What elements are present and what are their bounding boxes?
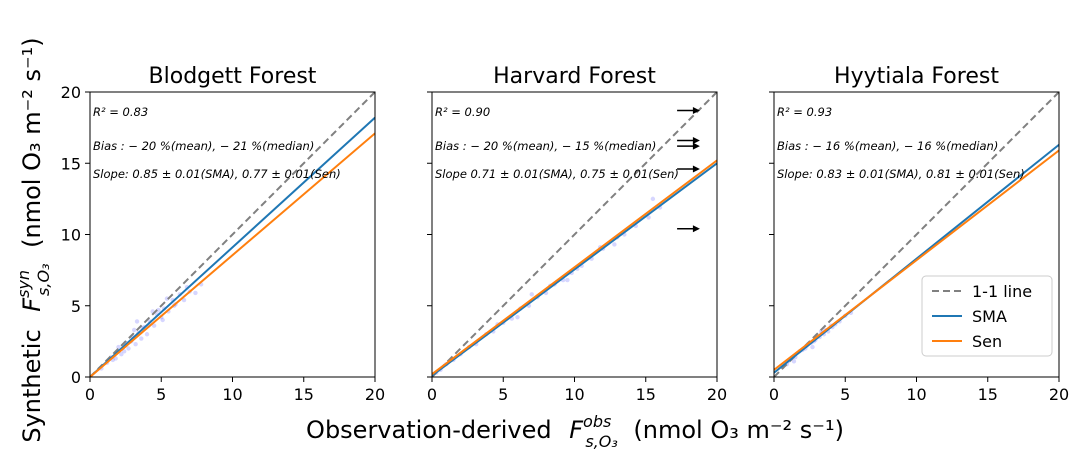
point — [515, 314, 520, 320]
y-tick-label: 15 — [61, 154, 81, 173]
x-label-prefix: Observation-derived — [306, 416, 552, 444]
annotation: Slope: 0.85 ± 0.01(SMA), 0.77 ± 0.01(Sen… — [93, 167, 341, 181]
point — [791, 359, 797, 364]
point — [113, 356, 118, 361]
point — [116, 344, 121, 350]
point — [133, 342, 138, 347]
x-label-sub: s,O₃ — [585, 432, 617, 451]
panel-title: Hyytiala Forest — [834, 64, 999, 89]
annotation: Bias : − 16 %(mean), − 16 %(median) — [777, 139, 998, 153]
point — [529, 292, 534, 297]
legend-label: 1-1 line — [972, 282, 1032, 301]
y-label-sub: s,O₃ — [34, 264, 53, 296]
arrow-head — [692, 107, 700, 115]
x-tick-label: 0 — [769, 385, 779, 404]
x-tick-label: 15 — [636, 385, 656, 404]
point — [810, 344, 815, 350]
x-tick-label: 20 — [365, 385, 385, 404]
x-tick-label: 5 — [156, 385, 166, 404]
x-label-units: (nmol O₃ m⁻² s⁻¹) — [633, 416, 844, 444]
x-tick-label: 20 — [1049, 385, 1069, 404]
legend-box — [921, 275, 1053, 357]
point — [565, 277, 570, 283]
x-tick-label: 15 — [294, 385, 314, 404]
fit-line — [774, 92, 1059, 377]
fit-line — [90, 92, 375, 377]
point — [144, 332, 150, 337]
point — [164, 296, 170, 301]
arrow-head — [692, 165, 700, 173]
y-tick-label: 0 — [71, 368, 81, 387]
annotation: Slope: 0.83 ± 0.01(SMA), 0.81 ± 0.01(Sen… — [777, 167, 1025, 181]
point — [156, 307, 161, 313]
annotation: Slope 0.71 ± 0.01(SMA), 0.75 ± 0.01(Sen) — [435, 167, 679, 181]
legend-label: Sen — [972, 332, 1002, 351]
point — [160, 317, 165, 323]
x-tick-label: 20 — [707, 385, 727, 404]
point — [181, 297, 187, 303]
fit-line — [90, 116, 375, 377]
y-axis-label: Synthetic Fsyns,O₃ (nmol O₃ m⁻² s⁻¹) — [14, 37, 55, 442]
y-label-symbol: F — [18, 297, 46, 312]
annotation: R² = 0.83 — [93, 105, 148, 119]
points — [99, 282, 204, 371]
point — [122, 349, 127, 354]
fit-line — [432, 92, 717, 377]
y-label-prefix: Synthetic — [18, 329, 46, 442]
arrow-head — [692, 142, 700, 150]
x-label-symbol: F — [569, 416, 584, 444]
x-tick-label: 5 — [840, 385, 850, 404]
panel-title: Harvard Forest — [493, 64, 656, 89]
legend-label: SMA — [972, 307, 1007, 326]
y-label-sup: syn — [14, 270, 33, 298]
x-label-sup: obs — [583, 412, 611, 431]
y-tick-label: 10 — [61, 226, 81, 245]
point — [139, 336, 144, 341]
x-tick-label: 10 — [222, 385, 242, 404]
fit-line — [90, 132, 375, 377]
y-tick-label: 20 — [61, 83, 81, 102]
panel-title: Blodgett Forest — [149, 64, 317, 89]
annotation: Bias : − 20 %(mean), − 21 %(median) — [93, 139, 314, 153]
point — [119, 352, 124, 357]
x-tick-label: 10 — [564, 385, 584, 404]
annotation: R² = 0.90 — [435, 105, 490, 119]
annotation: Bias : − 20 %(mean), − 15 %(median) — [435, 139, 656, 153]
point — [126, 346, 131, 351]
fit-line — [774, 149, 1059, 371]
annotation: R² = 0.93 — [777, 105, 832, 119]
point — [193, 290, 198, 296]
x-axis-label: Observation-derived Fobs s,O₃ (nmol O₃ m⁻… — [306, 412, 844, 453]
point — [151, 323, 157, 328]
point — [134, 319, 140, 324]
point — [650, 196, 656, 202]
x-tick-label: 5 — [498, 385, 508, 404]
point — [612, 242, 617, 247]
x-tick-label: 15 — [978, 385, 998, 404]
point — [646, 215, 651, 220]
fit-line — [432, 162, 717, 377]
point — [131, 327, 137, 333]
arrow-head — [692, 136, 700, 144]
y-label-units: (nmol O₃ m⁻² s⁻¹) — [18, 37, 46, 248]
fit-line — [774, 143, 1059, 374]
fit-line — [432, 159, 717, 375]
arrow-head — [692, 225, 700, 233]
x-tick-label: 0 — [85, 385, 95, 404]
x-tick-label: 10 — [906, 385, 926, 404]
y-tick-label: 5 — [71, 297, 81, 316]
x-tick-label: 0 — [427, 385, 437, 404]
